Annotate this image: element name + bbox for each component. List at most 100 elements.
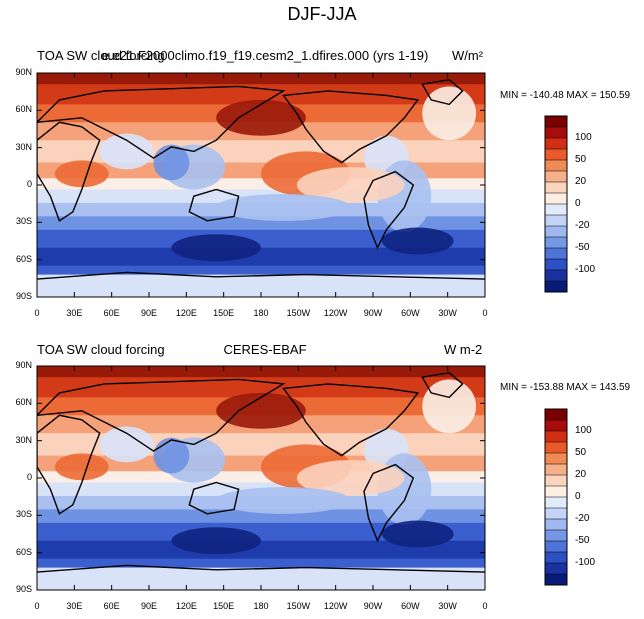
- lon-label: 60W: [401, 308, 420, 318]
- lon-label: 60W: [401, 601, 420, 611]
- lon-label: 0: [482, 601, 488, 611]
- lon-label: 30E: [66, 308, 83, 318]
- coastline: [282, 90, 420, 164]
- lat-label: 60N: [15, 397, 32, 408]
- contour-field: [37, 73, 485, 297]
- contour-blob: [171, 527, 261, 555]
- contour-blob: [99, 426, 154, 463]
- colorbar-swatch: [545, 171, 567, 183]
- lon-label: 180: [253, 308, 269, 318]
- contour-blob: [153, 437, 190, 474]
- lat-label: 60S: [15, 546, 32, 557]
- coastline: [37, 271, 485, 280]
- coastline: [363, 170, 415, 250]
- coastline: [421, 371, 464, 399]
- colorbar-label: -100: [575, 264, 596, 275]
- lat-label: 90N: [15, 360, 32, 370]
- contour-blob: [216, 392, 306, 429]
- contour-band: [37, 229, 485, 249]
- colorbar-swatch: [545, 508, 567, 520]
- lon-label: 120E: [175, 601, 197, 611]
- contour-band: [37, 73, 485, 85]
- colorbar-label: 20: [575, 176, 587, 187]
- lat-label: 90S: [15, 584, 32, 594]
- lat-label: 30S: [15, 216, 32, 227]
- colorbar-swatch: [545, 270, 567, 282]
- coastline: [37, 121, 101, 222]
- contour-blob: [216, 193, 351, 221]
- figure-title: DJF-JJA: [287, 4, 357, 24]
- contour-blob: [54, 453, 109, 481]
- lon-label: 180: [253, 601, 269, 611]
- minmax-label: MIN = -140.48 MAX = 150.59: [500, 90, 631, 101]
- coastline: [37, 564, 485, 573]
- coastline: [421, 78, 464, 106]
- lon-label: 90W: [363, 308, 383, 318]
- contour-band: [37, 366, 485, 378]
- contour-band: [37, 247, 485, 267]
- contour-band: [37, 522, 485, 542]
- colorbar-label: 50: [575, 447, 587, 458]
- lon-label: 30W: [438, 601, 457, 611]
- contour-band: [37, 178, 485, 190]
- panel-left-title: TOA SW cloud forcing: [37, 342, 165, 357]
- colorbar-swatch: [545, 442, 567, 454]
- colorbar-swatch: [545, 281, 567, 293]
- contour-band: [37, 265, 485, 276]
- lat-label: 0: [26, 179, 32, 189]
- colorbar-swatch: [545, 215, 567, 227]
- colorbar-swatch: [545, 530, 567, 542]
- contour-band: [37, 558, 485, 569]
- lon-label: 120W: [323, 308, 348, 318]
- colorbar-swatch: [545, 409, 567, 421]
- contour-band: [37, 471, 485, 483]
- lon-label: 150W: [286, 308, 311, 318]
- coastline: [37, 414, 101, 515]
- lon-label: 90E: [140, 308, 157, 318]
- colorbar-swatch: [545, 226, 567, 238]
- lon-label: 60E: [103, 601, 120, 611]
- colorbar-swatch: [545, 149, 567, 161]
- panel-units: W/m²: [452, 48, 484, 63]
- contour-band: [37, 274, 485, 297]
- lat-label: 30N: [15, 434, 32, 445]
- lon-label: 90W: [363, 601, 383, 611]
- coastline: [188, 188, 240, 222]
- colorbar-label: -20: [575, 513, 590, 524]
- colorbar-swatch: [545, 497, 567, 509]
- colorbar-swatch: [545, 248, 567, 260]
- lat-label: 90S: [15, 291, 32, 301]
- contour-blob: [216, 99, 306, 136]
- contour-blob: [153, 144, 190, 181]
- contour-blob: [422, 379, 477, 434]
- lat-label: 60N: [15, 104, 32, 115]
- colorbar-label: 20: [575, 469, 587, 480]
- colorbar-label: -50: [575, 535, 590, 546]
- coastline: [282, 383, 420, 457]
- colorbar-swatch: [545, 552, 567, 564]
- contour-blob: [54, 160, 109, 188]
- lon-label: 90E: [140, 601, 157, 611]
- lon-label: 30W: [438, 308, 457, 318]
- colorbar-swatch: [545, 541, 567, 553]
- colorbar-swatch: [545, 486, 567, 498]
- colorbar-swatch: [545, 563, 567, 575]
- colorbar-label: -20: [575, 220, 590, 231]
- contour-blob: [381, 520, 454, 548]
- lon-label: 150W: [286, 601, 311, 611]
- colorbar-label: 50: [575, 154, 587, 165]
- coastline: [363, 463, 415, 543]
- panel-center-title: e.e21.F2000climo.f19_f19.cesm2_1.dfires.…: [101, 48, 429, 63]
- contour-field: [37, 366, 485, 590]
- colorbar-swatch: [545, 431, 567, 443]
- lat-label: 60S: [15, 253, 32, 264]
- contour-blob: [296, 460, 405, 496]
- contour-blob: [99, 133, 154, 170]
- contour-blob: [296, 167, 405, 203]
- colorbar-frame: [544, 115, 568, 293]
- colorbar-swatch: [545, 420, 567, 432]
- coastline: [37, 378, 286, 452]
- colorbar-swatch: [545, 116, 567, 128]
- lat-label: 90N: [15, 67, 32, 77]
- colorbar-label: -100: [575, 557, 596, 568]
